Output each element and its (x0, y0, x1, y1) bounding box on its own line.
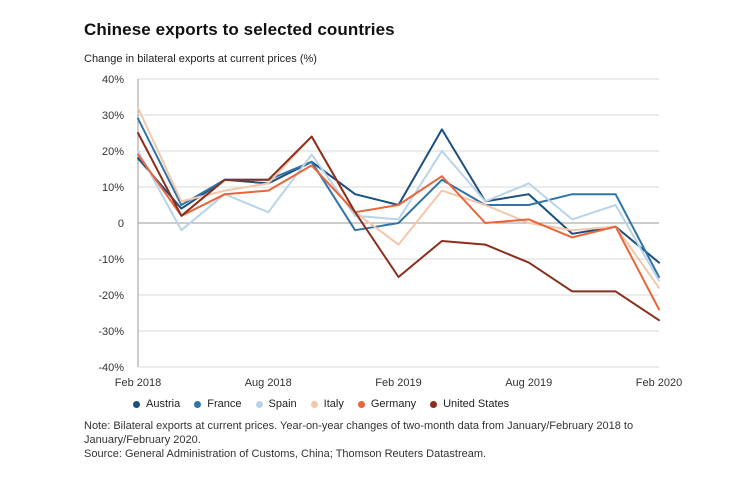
legend-swatch (133, 400, 140, 408)
legend-label: Germany (370, 398, 417, 410)
y-tick-label: 40% (102, 74, 124, 86)
x-tick-label: Feb 2019 (375, 377, 421, 389)
legend-swatch (310, 400, 318, 408)
y-tick-label: -10% (98, 254, 124, 266)
series-line-spain (137, 150, 660, 282)
legend-item: Italy (310, 398, 344, 410)
series-line-germany (137, 153, 660, 311)
legend-item: Germany (357, 398, 417, 410)
legend-label: United States (443, 398, 510, 410)
legend-label: France (207, 398, 242, 410)
y-tick-label: -40% (98, 362, 124, 374)
legend-item: France (194, 398, 242, 410)
series-line-italy (137, 106, 660, 289)
legend-swatch (430, 400, 438, 408)
chart-legend: Austria France Spain Italy Germany United Sta… (133, 398, 509, 410)
y-tick-label: 20% (102, 146, 124, 158)
chart-notes: Note: Bilateral exports at current price… (84, 419, 684, 461)
x-tick-label: Feb 2020 (636, 377, 682, 389)
y-tick-label: 30% (102, 110, 124, 122)
chart-title: Chinese exports to selected countries (84, 20, 395, 39)
legend-label: Austria (146, 398, 181, 410)
y-tick-label: -20% (98, 290, 124, 302)
legend-item: Spain (255, 398, 297, 410)
legend-label: Spain (268, 398, 297, 410)
x-tick-label: Feb 2018 (115, 377, 161, 389)
source-text: Source: General Administration of Custom… (84, 448, 487, 460)
y-tick-label: 0 (118, 218, 124, 230)
legend-swatch (357, 400, 365, 408)
legend-swatch (194, 400, 202, 408)
legend-item: Austria (133, 398, 180, 410)
legend-swatch (255, 400, 263, 408)
series-line-united-states (137, 132, 660, 322)
x-tick-label: Aug 2019 (505, 377, 552, 389)
y-tick-label: 10% (102, 182, 124, 194)
note-text: Note: Bilateral exports at current price… (84, 420, 634, 446)
chart-subtitle: Change in bilateral exports at current p… (84, 53, 317, 65)
y-tick-label: -30% (98, 326, 124, 338)
series-line-austria (137, 128, 660, 264)
legend-label: Italy (323, 398, 344, 410)
x-tick-label: Aug 2018 (245, 377, 292, 389)
legend-item: United States (430, 398, 509, 410)
